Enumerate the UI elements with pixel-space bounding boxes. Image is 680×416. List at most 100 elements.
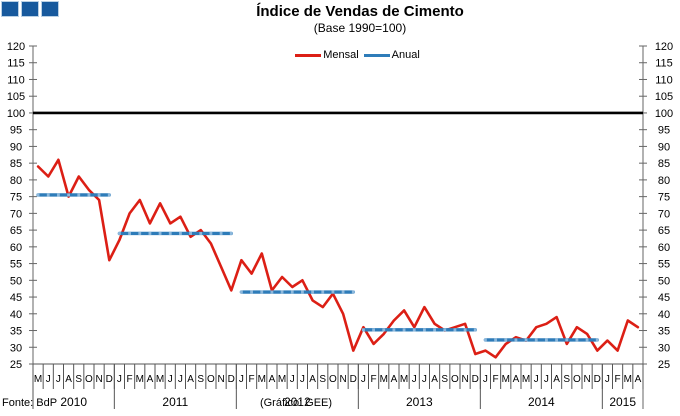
y-axis-label-left: 55: [10, 259, 22, 271]
y-axis-label-right: 115: [655, 58, 673, 70]
month-label: J: [290, 374, 295, 385]
month-label: S: [441, 374, 448, 385]
month-label: F: [249, 374, 255, 385]
y-axis-label-right: 120: [655, 41, 673, 53]
logo: [1, 1, 59, 17]
month-label: S: [75, 374, 82, 385]
y-axis-label-right: 80: [658, 175, 670, 187]
y-axis-label-left: 80: [10, 175, 22, 187]
y-axis-label-left: 70: [10, 208, 22, 220]
month-label: J: [239, 374, 244, 385]
y-axis-label-right: 50: [658, 275, 670, 287]
month-label: S: [563, 374, 570, 385]
y-axis-label-right: 105: [655, 91, 673, 103]
month-label: M: [522, 374, 530, 385]
month-label: A: [309, 374, 316, 385]
y-axis-label-left: 90: [10, 141, 22, 153]
month-label: J: [412, 374, 417, 385]
month-label: J: [483, 374, 488, 385]
month-label: M: [136, 374, 144, 385]
y-axis-label-right: 30: [658, 342, 670, 354]
month-label: D: [472, 374, 479, 385]
month-label: N: [583, 374, 590, 385]
month-label: M: [258, 374, 266, 385]
y-axis-label-right: 25: [658, 359, 670, 371]
legend: Mensal Anual: [40, 49, 680, 61]
month-label: N: [95, 374, 102, 385]
y-axis-label-right: 75: [658, 192, 670, 204]
y-axis-label-right: 45: [658, 292, 670, 304]
y-axis-label-right: 110: [655, 74, 673, 86]
month-label: J: [605, 374, 610, 385]
y-axis-label-left: 25: [10, 359, 22, 371]
legend-label-mensal: Mensal: [323, 49, 359, 61]
month-label: O: [207, 374, 215, 385]
month-label: J: [46, 374, 51, 385]
y-axis-label-left: 60: [10, 242, 22, 254]
month-label: N: [461, 374, 468, 385]
month-label: O: [451, 374, 459, 385]
month-label: S: [319, 374, 326, 385]
logo-square: [41, 1, 59, 17]
month-label: J: [544, 374, 549, 385]
month-label: M: [502, 374, 510, 385]
month-label: O: [329, 374, 337, 385]
month-label: A: [431, 374, 438, 385]
y-axis-label-left: 40: [10, 309, 22, 321]
y-axis-label-left: 45: [10, 292, 22, 304]
y-axis-label-left: 95: [10, 125, 22, 137]
month-label: D: [106, 374, 113, 385]
month-label: F: [615, 374, 621, 385]
year-label: 2011: [162, 395, 188, 409]
y-axis-label-left: 115: [7, 58, 25, 70]
y-axis-label-left: 100: [7, 108, 25, 120]
year-label: 2014: [528, 395, 555, 409]
y-axis-label-right: 95: [658, 125, 670, 137]
month-label: D: [594, 374, 601, 385]
month-label: J: [117, 374, 122, 385]
month-label: A: [269, 374, 276, 385]
month-label: A: [391, 374, 398, 385]
month-label: A: [635, 374, 642, 385]
chart-subtitle: (Base 1990=100): [313, 21, 407, 35]
month-label: M: [380, 374, 388, 385]
y-axis-label-left: 75: [10, 192, 22, 204]
y-axis-label-right: 40: [658, 309, 670, 321]
month-label: M: [624, 374, 632, 385]
y-axis-label-left: 35: [10, 326, 22, 338]
mensal-series-line: [36, 158, 640, 359]
month-label: O: [85, 374, 93, 385]
month-label: M: [400, 374, 408, 385]
month-label: N: [339, 374, 346, 385]
y-axis-label-right: 55: [658, 259, 670, 271]
anual-line-sample-icon: [363, 53, 390, 57]
y-axis-label-right: 100: [655, 108, 673, 120]
credit-note: (Gráfico: GEE): [259, 397, 333, 409]
year-label: 2010: [60, 395, 87, 409]
y-axis-label-left: 120: [7, 41, 25, 53]
month-label: F: [127, 374, 133, 385]
y-axis-label-left: 105: [7, 91, 25, 103]
chart-title: Índice de Vendas de Cimento: [256, 3, 464, 20]
month-label: F: [371, 374, 377, 385]
y-axis-label-right: 60: [658, 242, 670, 254]
legend-label-anual: Anual: [391, 49, 420, 61]
source-note: Fonte: BdP: [2, 397, 58, 409]
y-axis-label-left: 30: [10, 342, 22, 354]
month-label: M: [278, 374, 286, 385]
month-label: D: [350, 374, 357, 385]
year-label: 2015: [609, 395, 636, 409]
y-axis-label-right: 90: [658, 141, 670, 153]
y-axis-label-right: 65: [658, 225, 670, 237]
year-label: 2013: [406, 395, 433, 409]
y-axis-label-right: 70: [658, 208, 670, 220]
month-label: J: [168, 374, 173, 385]
month-label: A: [187, 374, 194, 385]
year-label: 2012: [284, 395, 311, 409]
month-label: F: [493, 374, 499, 385]
month-label: J: [178, 374, 183, 385]
y-axis-label-left: 85: [10, 158, 22, 170]
y-axis-label-right: 35: [658, 326, 670, 338]
